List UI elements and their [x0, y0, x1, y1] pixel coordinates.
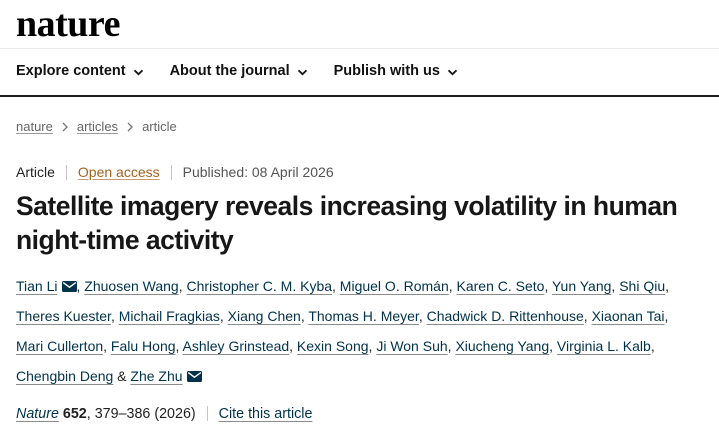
author-separator: , [418, 308, 427, 324]
citation-line: Nature 652, 379–386 (2026) Cite this arti… [16, 406, 703, 422]
author-separator: , [368, 338, 377, 354]
nav-about-the-journal[interactable]: About the journal [170, 63, 308, 79]
email-icon [186, 371, 202, 382]
chevron-down-icon [447, 69, 458, 75]
author-link[interactable]: Kexin Song [296, 338, 369, 354]
breadcrumb-nature[interactable]: nature [16, 119, 53, 134]
author-separator: , [178, 278, 187, 294]
logo-row: nature [0, 0, 719, 49]
chevron-down-icon [297, 69, 307, 75]
author-link[interactable]: Chadwick D. Rittenhouse [426, 308, 584, 324]
nav-explore-content[interactable]: Explore content [16, 63, 144, 79]
author-separator: , [219, 308, 228, 324]
author-link[interactable]: Zhuosen Wang [84, 278, 179, 294]
author-list: Tian Li, Zhuosen Wang, Christopher C. M.… [16, 271, 703, 391]
author-link[interactable]: Zhe Zhu [130, 368, 183, 384]
author-separator: , [650, 338, 655, 354]
published-date: Published: 08 April 2026 [182, 164, 334, 180]
nav-publish-with-us[interactable]: Publish with us [334, 63, 458, 79]
article-title: Satellite imagery reveals increasing vol… [16, 191, 678, 255]
email-icon [61, 281, 77, 292]
pages-year: , 379–386 (2026) [86, 406, 196, 422]
nature-logo[interactable]: nature [16, 3, 120, 45]
author-link[interactable]: Xiucheng Yang [455, 338, 550, 354]
nav-label: Publish with us [333, 63, 440, 79]
cite-this-article-link[interactable]: Cite this article [218, 406, 313, 422]
author-link[interactable]: Virginia L. Kalb [556, 338, 651, 354]
author-separator: , [300, 308, 309, 324]
author-separator: , [289, 338, 297, 354]
author-separator: , [544, 278, 552, 294]
chevron-right-icon [62, 122, 68, 131]
author-link[interactable]: Tian Li [16, 278, 58, 294]
site-header: nature Explore content About the journal… [0, 0, 719, 97]
chevron-down-icon [133, 69, 143, 75]
author-separator: , [110, 308, 119, 324]
author-separator: , [447, 338, 456, 354]
divider [65, 165, 67, 180]
author-link[interactable]: Shi Qiu [619, 278, 666, 294]
author-separator: & [113, 368, 131, 384]
volume-number: 652 [62, 406, 87, 422]
main-nav: Explore content About the journal Publis… [0, 49, 719, 97]
author-separator: , [332, 278, 340, 294]
nav-label: About the journal [169, 63, 290, 79]
author-separator: , [611, 278, 620, 294]
email-link[interactable] [61, 278, 77, 294]
article-main: nature articles article Article Open acce… [0, 119, 719, 422]
author-link[interactable]: Chengbin Deng [16, 368, 114, 384]
email-link[interactable] [186, 368, 202, 384]
article-meta: Article Open access Published: 08 April 20… [16, 164, 703, 180]
author-separator: , [549, 338, 557, 354]
divider [170, 165, 172, 180]
author-link[interactable]: Mari Cullerton [16, 338, 104, 354]
author-separator: , [583, 308, 592, 324]
divider [206, 406, 208, 421]
author-separator: , [103, 338, 111, 354]
author-separator: , [665, 278, 670, 294]
breadcrumb-article: article [142, 119, 177, 134]
author-link[interactable]: Ashley Grinstead [182, 338, 290, 354]
chevron-right-icon [127, 122, 133, 131]
author-link[interactable]: Christopher C. M. Kyba [186, 278, 333, 294]
article-type-label: Article [16, 164, 55, 180]
author-link[interactable]: Miguel O. Román [339, 278, 449, 294]
author-separator: , [76, 278, 85, 294]
author-link[interactable]: Yun Yang [551, 278, 612, 294]
author-link[interactable]: Karen C. Seto [456, 278, 545, 294]
author-separator: , [175, 338, 183, 354]
breadcrumb-articles[interactable]: articles [76, 119, 119, 134]
author-link[interactable]: Thomas H. Meyer [308, 308, 419, 324]
breadcrumb: nature articles article [16, 119, 703, 134]
open-access-link[interactable]: Open access [77, 164, 160, 180]
journal-link[interactable]: Nature [16, 406, 59, 422]
author-link[interactable]: Theres Kuester [16, 308, 111, 324]
author-link[interactable]: Falu Hong [110, 338, 176, 354]
author-separator: , [448, 278, 457, 294]
author-link[interactable]: Xiaonan Tai [591, 308, 665, 324]
author-link[interactable]: Ji Won Suh [376, 338, 448, 354]
nav-label: Explore content [16, 63, 126, 79]
author-link[interactable]: Xiang Chen [227, 308, 301, 324]
author-link[interactable]: Michail Fragkias [118, 308, 220, 324]
author-separator: , [664, 308, 669, 324]
